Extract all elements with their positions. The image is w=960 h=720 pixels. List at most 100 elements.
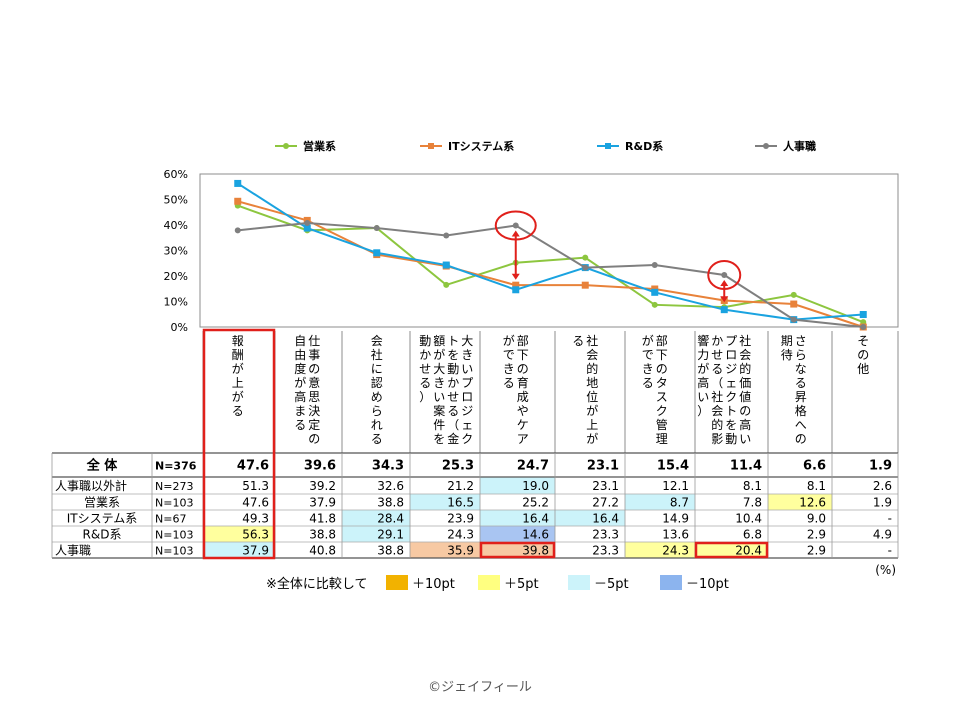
category-char: 件 <box>433 418 445 432</box>
category-char: ジ <box>461 404 473 418</box>
series-line <box>237 200 864 328</box>
category-char: る <box>232 404 244 418</box>
table-cell: 1.9 <box>873 496 892 510</box>
data-point <box>651 262 658 269</box>
data-point <box>860 324 867 330</box>
category-char: や <box>517 404 529 418</box>
category-char: さ <box>795 334 807 348</box>
category-char: 待 <box>781 348 793 362</box>
table-cell: 24.3 <box>447 528 474 542</box>
row-n: N=67 <box>155 513 186 526</box>
table-cell: 38.8 <box>377 496 404 510</box>
category-char: 力 <box>697 348 709 362</box>
data-point <box>651 288 659 296</box>
category-char: 部 <box>656 333 668 348</box>
category-char: 意 <box>308 375 320 390</box>
table-cell: 39.2 <box>309 479 336 493</box>
category-char: の <box>739 404 751 418</box>
category-char: る <box>711 362 723 376</box>
category-char: せ <box>419 362 431 376</box>
table-cell: 25.2 <box>522 496 549 510</box>
category-char: れ <box>371 418 383 432</box>
category-char: き <box>433 376 445 390</box>
y-tick-label: 60% <box>164 168 188 181</box>
table-cell: 49.3 <box>242 512 269 526</box>
category-char: ま <box>294 404 306 418</box>
table-cell: 16.4 <box>522 512 549 526</box>
category-char: 動 <box>725 432 737 446</box>
category-char: ェ <box>725 376 737 390</box>
table-cell: 39.6 <box>304 459 336 474</box>
category-char: 下 <box>517 348 529 362</box>
category-char: タ <box>656 376 668 390</box>
table-cell: 35.9 <box>447 544 474 558</box>
data-point <box>303 224 311 232</box>
category-char: で <box>642 348 654 362</box>
table-cell: 24.3 <box>662 544 689 558</box>
category-char: 格 <box>795 403 807 418</box>
row-label: ITシステム系 <box>67 512 138 526</box>
data-point <box>512 286 520 294</box>
outline-cell <box>694 541 769 559</box>
table-row-5: 人事職 N=103 37.9 40.8 38.8 35.9 39.8 23.3 24.3 20.4… <box>55 544 892 558</box>
row-n: N=273 <box>155 480 193 493</box>
category-char: 大 <box>461 334 473 348</box>
category-char: る <box>572 334 584 348</box>
arrow-head-up <box>511 230 520 237</box>
category-char: の <box>308 362 320 376</box>
table-cell: 7.8 <box>743 496 762 510</box>
category-char: が <box>294 375 306 390</box>
highlight-cell <box>342 510 410 526</box>
category-char: 成 <box>517 390 529 404</box>
table-row-3: ITシステム系 N=67 49.3 41.8 28.4 23.9 16.4 16.4 14.9 1… <box>67 512 892 526</box>
category-char: る <box>294 418 306 432</box>
row-n: N=103 <box>155 497 193 510</box>
table-cell: 2.6 <box>873 479 892 493</box>
data-point <box>373 225 380 232</box>
table-cell: 40.8 <box>309 544 336 558</box>
y-tick-label: 0% <box>171 321 188 334</box>
arrow-head-up <box>720 279 729 286</box>
category-char: 大 <box>433 362 445 376</box>
category-char: 酬 <box>232 348 244 362</box>
category-char: 地 <box>586 376 598 390</box>
category-char: ジ <box>725 362 737 376</box>
note-label: －5pt <box>594 577 629 592</box>
category-char: き <box>461 348 473 362</box>
category-char: 会 <box>711 404 723 418</box>
category-char: へ <box>795 418 807 432</box>
legend-item-2: R&D系 <box>597 139 663 153</box>
note-label: ＋10pt <box>412 577 455 592</box>
table-cell: 51.3 <box>242 479 269 493</box>
category-char: の <box>656 362 668 376</box>
category-char: ク <box>725 390 737 404</box>
table-cell: 32.6 <box>377 479 404 493</box>
category-char: 会 <box>586 348 598 362</box>
category-char: い <box>739 432 751 446</box>
table-cell: 16.4 <box>592 512 619 526</box>
table-cell: 29.1 <box>377 528 404 542</box>
series-line <box>237 221 864 328</box>
table-cell: 6.6 <box>803 459 826 474</box>
table-cell: 4.9 <box>873 528 892 542</box>
category-char: を <box>725 418 737 432</box>
table-cell: 38.8 <box>377 544 404 558</box>
category-char: 会 <box>371 334 383 348</box>
category-char: 金 <box>447 431 459 446</box>
data-point <box>790 291 797 298</box>
note-swatch <box>660 575 682 590</box>
category-char: 額 <box>433 334 445 348</box>
category-char: が <box>232 361 244 376</box>
y-tick-label: 20% <box>164 270 188 283</box>
table-cell: 12.1 <box>662 479 689 493</box>
category-char: の <box>517 362 529 376</box>
category-char: （ <box>447 418 459 432</box>
data-point <box>859 311 867 319</box>
note-label: ＋5pt <box>504 577 539 592</box>
data-point <box>443 232 450 239</box>
